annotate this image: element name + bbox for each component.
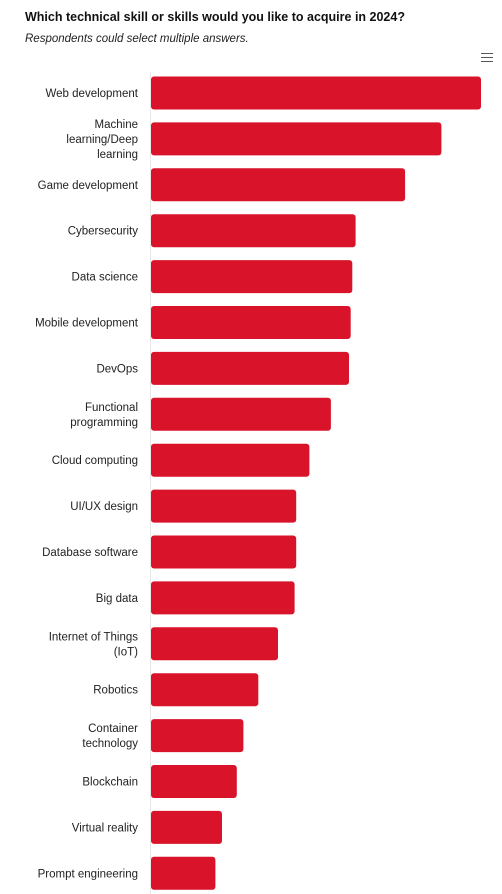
bar-data-science[interactable] — [151, 260, 353, 294]
bar-robotics[interactable] — [151, 673, 259, 707]
bar-machine-learning-deep-learning[interactable] — [151, 122, 442, 156]
category-label: DevOps — [96, 363, 138, 375]
bar-prompt-engineering[interactable] — [151, 856, 216, 890]
category-label: Virtual reality — [72, 822, 139, 834]
category-label: Container technology — [82, 723, 138, 750]
category-label: Game development — [38, 180, 139, 192]
category-label: Cybersecurity — [68, 226, 139, 238]
bar-virtual-reality[interactable] — [151, 810, 222, 844]
bar-blockchain[interactable] — [151, 765, 237, 798]
bar-container-technology[interactable] — [151, 719, 244, 753]
bar-web-development[interactable] — [151, 76, 481, 110]
bar-database-software[interactable] — [151, 535, 297, 569]
bars-group — [151, 76, 481, 890]
bar-ui-ux-design[interactable] — [151, 489, 297, 523]
category-label: Big data — [96, 593, 139, 605]
category-label: Machine learning/Deep learning — [66, 119, 138, 161]
bar-functional-programming[interactable] — [151, 397, 331, 431]
category-label: Functional programming — [70, 402, 138, 429]
category-label: Internet of Things (IoT) — [49, 631, 139, 658]
category-label: UI/UX design — [70, 501, 138, 513]
category-labels-group: Web development Machine learning/Deep learn… — [35, 88, 139, 880]
hamburger-menu-icon[interactable] — [481, 53, 493, 63]
category-label: Prompt engineering — [38, 868, 138, 880]
bar-cybersecurity[interactable] — [151, 214, 356, 248]
bar-internet-of-things-iot[interactable] — [151, 627, 278, 661]
bar-devops[interactable] — [151, 351, 349, 385]
bar-game-development[interactable] — [151, 168, 406, 202]
category-label: Database software — [42, 547, 138, 559]
bar-cloud-computing[interactable] — [151, 443, 310, 477]
category-label: Blockchain — [82, 777, 138, 789]
category-label: Robotics — [93, 685, 138, 697]
category-label: Cloud computing — [52, 455, 138, 467]
chart-title: Which technical skill or skills would yo… — [25, 10, 405, 24]
bar-mobile-development[interactable] — [151, 306, 351, 339]
category-label: Mobile development — [35, 318, 139, 330]
chart-subtitle: Respondents could select multiple answer… — [25, 33, 249, 45]
category-label: Data science — [72, 272, 138, 284]
category-label: Web development — [46, 88, 139, 100]
bar-big-data[interactable] — [151, 581, 295, 615]
